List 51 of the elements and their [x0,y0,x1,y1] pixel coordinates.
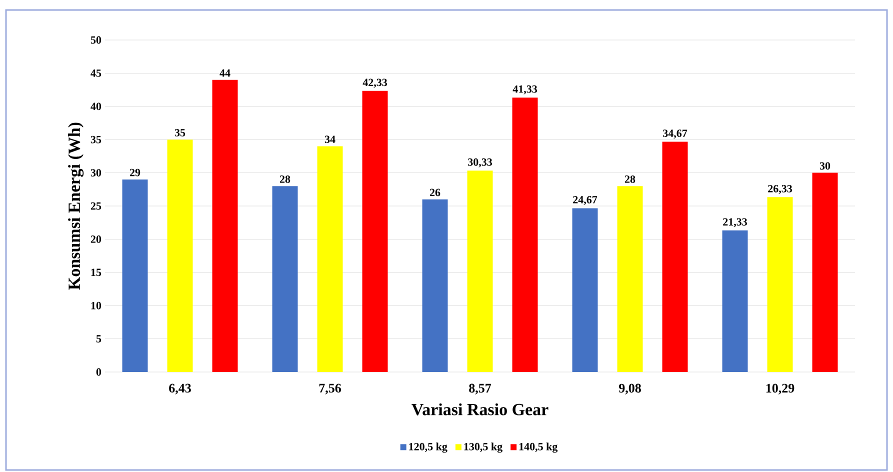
bar [422,199,448,372]
y-tick-label: 5 [96,335,102,342]
y-tick-label: 10 [91,302,102,310]
x-tick-label: 9,08 [618,384,641,394]
y-tick-label: 0 [96,368,102,376]
data-label: 41,33 [512,85,538,94]
data-label: 26,33 [768,184,792,194]
bar [512,98,538,372]
data-label: 28 [624,175,636,183]
y-tick-label: 50 [90,36,102,44]
data-label: 30,33 [468,158,492,168]
bar [467,170,493,372]
bar [362,90,388,372]
y-tick-label: 35 [90,136,102,144]
data-label: 24,67 [573,196,598,205]
y-tick-label: 40 [90,102,102,110]
data-label: 21,33 [723,218,748,228]
bar [317,146,343,372]
y-axis-title: Konsumsi Energi (Wh) [68,122,84,290]
data-label: 34,67 [663,130,688,139]
x-tick-label: 10,29 [766,384,794,394]
bar [122,179,148,372]
data-label: 35 [174,129,186,136]
bar [722,230,748,372]
bar [662,142,688,372]
bar [572,208,598,372]
bar [167,140,193,372]
data-label: 44 [220,69,230,77]
y-tick-label: 30 [90,169,102,177]
bar [812,172,838,372]
x-tick-label: 8,57 [469,384,492,394]
legend-label: 130,5 kg [464,442,502,453]
x-tick-label: 6,43 [169,384,191,394]
legend-label: 120,5 kg [409,442,448,453]
y-tick-label: 45 [90,70,102,77]
data-label: 29 [130,168,140,176]
bar [617,186,643,372]
legend-label: 140,5 kg [519,442,558,453]
bar [767,197,793,372]
bar [212,80,238,372]
y-tick-label: 15 [91,268,102,276]
data-label: 28 [280,175,290,183]
data-label: 26 [430,188,440,196]
bar [272,186,298,372]
y-tick-label: 25 [90,202,102,210]
y-tick-label: 20 [90,236,102,243]
data-label: 30 [820,162,830,170]
data-label: 42,33 [362,78,388,88]
x-axis-title: Variasi Rasio Gear [412,403,548,416]
x-tick-label: 7,56 [319,384,341,394]
data-label: 34 [324,136,336,144]
